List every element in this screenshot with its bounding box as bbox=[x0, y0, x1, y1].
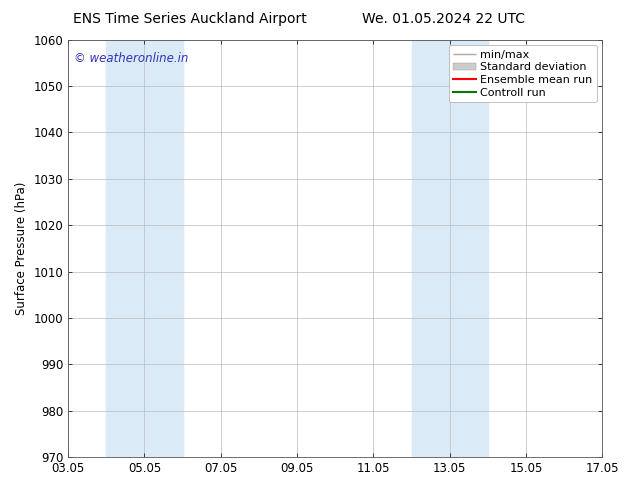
Text: © weatheronline.in: © weatheronline.in bbox=[74, 52, 188, 65]
Bar bbox=[107, 40, 145, 457]
Bar bbox=[450, 40, 488, 457]
Bar bbox=[411, 40, 450, 457]
Text: ENS Time Series Auckland Airport: ENS Time Series Auckland Airport bbox=[74, 12, 307, 26]
Y-axis label: Surface Pressure (hPa): Surface Pressure (hPa) bbox=[15, 182, 28, 315]
Text: We. 01.05.2024 22 UTC: We. 01.05.2024 22 UTC bbox=[362, 12, 526, 26]
Bar bbox=[145, 40, 183, 457]
Legend: min/max, Standard deviation, Ensemble mean run, Controll run: min/max, Standard deviation, Ensemble me… bbox=[449, 45, 597, 102]
